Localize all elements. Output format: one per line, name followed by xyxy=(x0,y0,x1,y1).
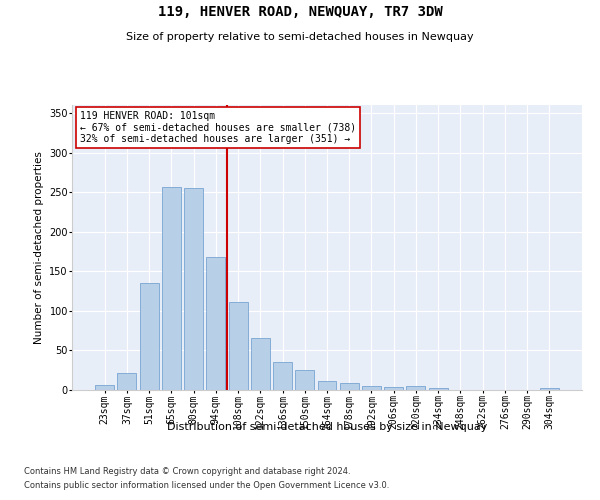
Text: Distribution of semi-detached houses by size in Newquay: Distribution of semi-detached houses by … xyxy=(167,422,487,432)
Text: Contains HM Land Registry data © Crown copyright and database right 2024.: Contains HM Land Registry data © Crown c… xyxy=(24,468,350,476)
Y-axis label: Number of semi-detached properties: Number of semi-detached properties xyxy=(34,151,44,344)
Bar xyxy=(206,257,225,390)
Bar xyxy=(184,188,203,390)
Bar xyxy=(340,383,359,390)
Bar xyxy=(140,283,158,390)
Bar xyxy=(229,302,248,390)
Bar xyxy=(429,388,448,390)
Text: 119 HENVER ROAD: 101sqm
← 67% of semi-detached houses are smaller (738)
32% of s: 119 HENVER ROAD: 101sqm ← 67% of semi-de… xyxy=(80,110,356,144)
Bar xyxy=(162,186,181,390)
Bar xyxy=(384,387,403,390)
Bar xyxy=(540,388,559,390)
Bar xyxy=(406,386,425,390)
Bar xyxy=(362,386,381,390)
Bar xyxy=(273,362,292,390)
Bar xyxy=(295,370,314,390)
Bar xyxy=(95,385,114,390)
Bar xyxy=(317,380,337,390)
Text: 119, HENVER ROAD, NEWQUAY, TR7 3DW: 119, HENVER ROAD, NEWQUAY, TR7 3DW xyxy=(158,5,442,19)
Text: Size of property relative to semi-detached houses in Newquay: Size of property relative to semi-detach… xyxy=(126,32,474,42)
Bar xyxy=(118,372,136,390)
Bar xyxy=(251,338,270,390)
Text: Contains public sector information licensed under the Open Government Licence v3: Contains public sector information licen… xyxy=(24,481,389,490)
